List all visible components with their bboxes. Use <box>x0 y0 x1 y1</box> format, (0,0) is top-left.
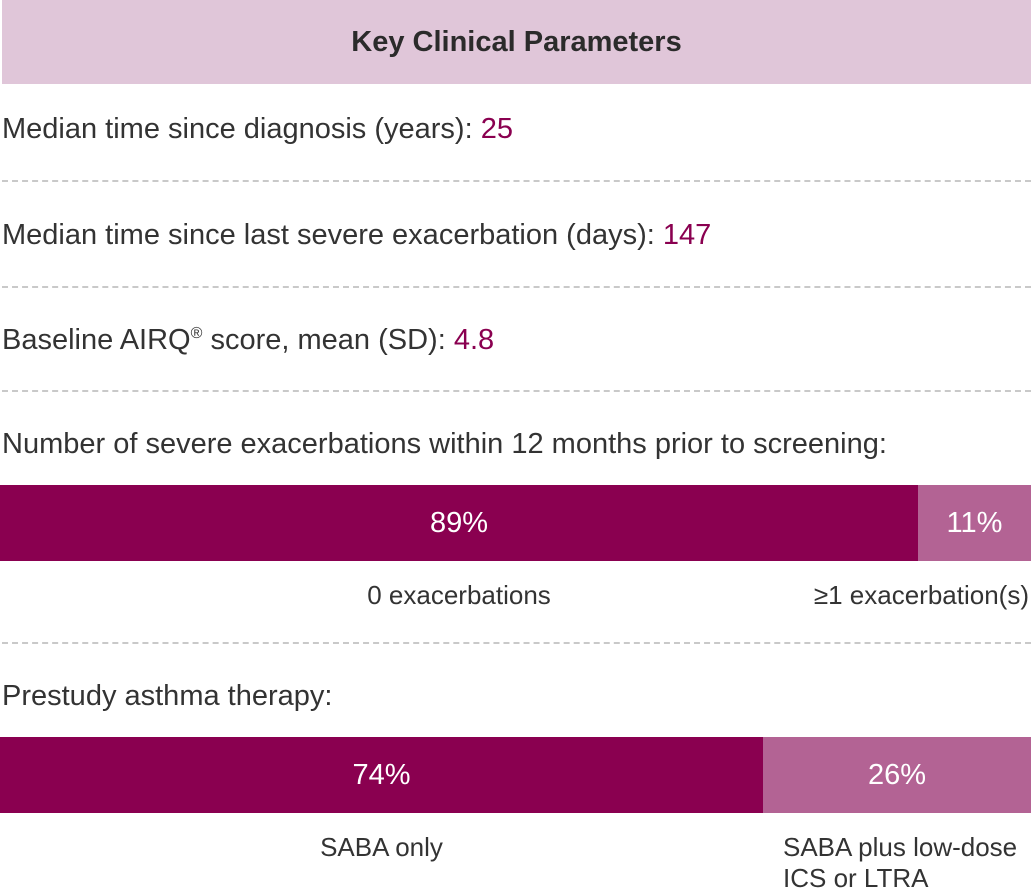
therapy-chart-title: Prestudy asthma therapy: <box>2 680 333 712</box>
param-value: 147 <box>662 219 712 251</box>
param-label: Baseline AIRQ <box>2 324 191 356</box>
therapy-stacked-bar: 74% 26% <box>0 737 1031 813</box>
page-title: Key Clinical Parameters <box>351 25 682 58</box>
data-label: 11% <box>946 506 1003 539</box>
data-label: 89% <box>429 506 489 539</box>
param-label: Median time since last severe exacerbati… <box>2 219 663 251</box>
param-row-diagnosis: Median time since diagnosis (years): 25 <box>2 113 513 146</box>
divider <box>2 180 1031 182</box>
param-value: 25 <box>480 113 513 145</box>
bar-segment: 11% <box>918 485 1031 561</box>
category-label: ≥1 exacerbation(s) <box>813 580 1029 610</box>
param-value: 4.8 <box>453 324 495 356</box>
data-label: 26% <box>867 758 927 791</box>
registered-mark: ® <box>190 325 203 342</box>
param-row-airq: Baseline AIRQ® score, mean (SD): 4.8 <box>2 324 494 357</box>
bar-segment: 74% <box>0 737 763 813</box>
bar-segment: 26% <box>763 737 1031 813</box>
param-row-last-exacerbation: Median time since last severe exacerbati… <box>2 219 711 252</box>
divider <box>2 390 1031 392</box>
divider <box>2 286 1031 288</box>
category-label: SABA plus low-dose ICS or LTRA <box>783 832 1018 893</box>
data-label: 74% <box>352 758 411 791</box>
divider <box>2 642 1031 644</box>
category-label: SABA only <box>320 832 443 862</box>
exacerbations-chart-title: Number of severe exacerbations within 12… <box>2 428 887 460</box>
bar-segment: 89% <box>0 485 918 561</box>
param-label: Median time since diagnosis (years): <box>2 113 481 145</box>
header-banner: Key Clinical Parameters <box>2 0 1031 84</box>
param-label-suffix: score, mean (SD): <box>202 324 454 356</box>
category-label: 0 exacerbations <box>367 580 551 610</box>
exacerbations-stacked-bar: 89% 11% <box>0 485 1031 561</box>
